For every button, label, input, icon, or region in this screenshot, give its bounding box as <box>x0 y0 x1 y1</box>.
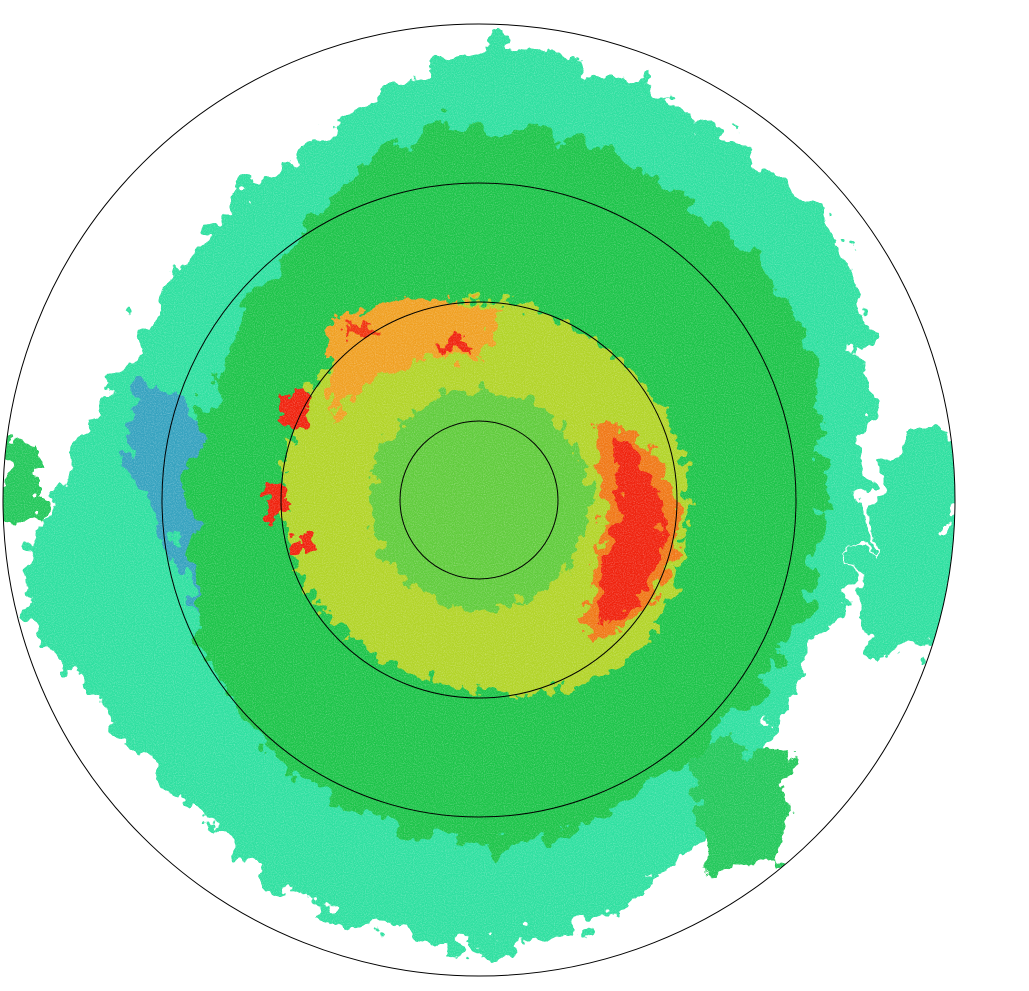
range-ring <box>280 301 678 699</box>
range-ring-outer <box>2 23 956 977</box>
range-rings <box>2 23 956 977</box>
range-ring <box>399 420 559 580</box>
range-ring <box>161 182 797 818</box>
